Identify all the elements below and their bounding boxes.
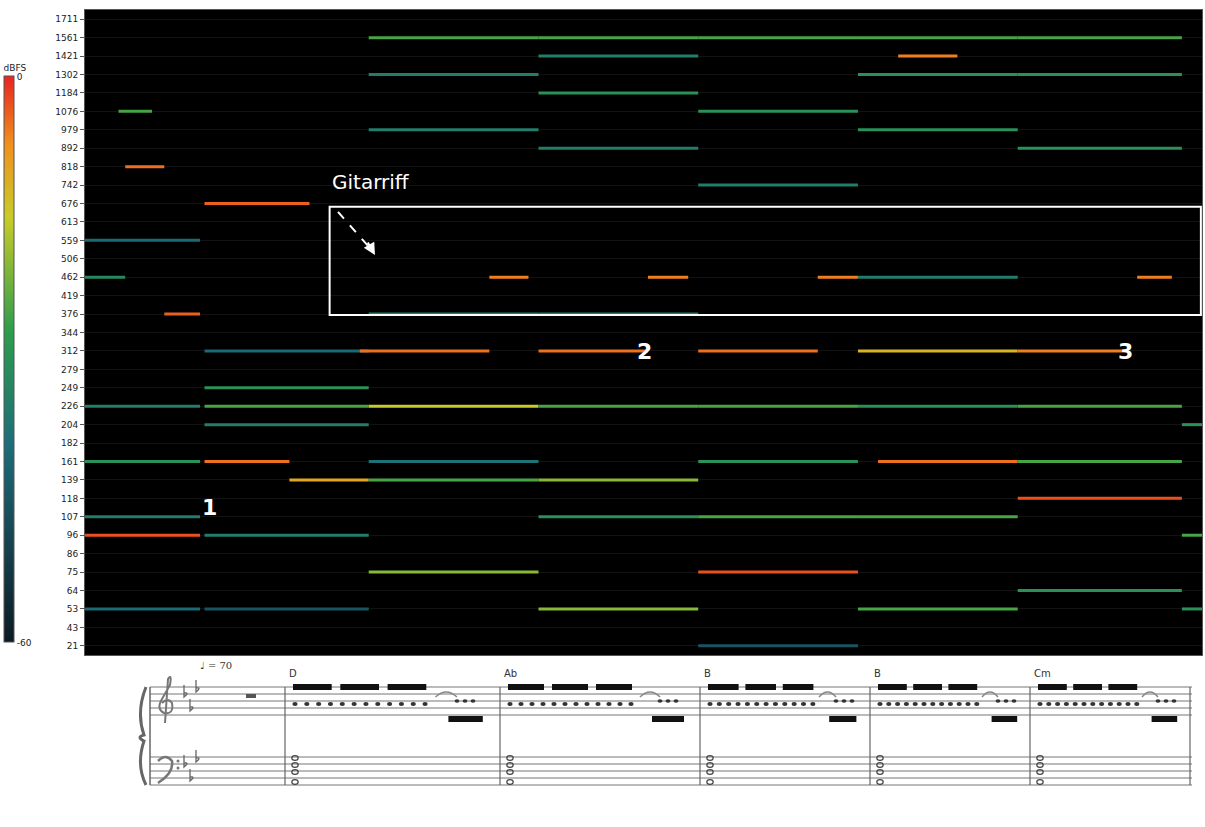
svg-text:818: 818 [61, 162, 78, 172]
svg-text:-60: -60 [17, 638, 32, 648]
svg-text:Ab: Ab [504, 668, 517, 679]
svg-text:204: 204 [61, 420, 78, 430]
svg-text:279: 279 [61, 365, 78, 375]
svg-text:1076: 1076 [55, 107, 78, 117]
svg-text:D: D [289, 668, 297, 679]
svg-text:43: 43 [67, 623, 78, 633]
svg-text:1561: 1561 [55, 33, 78, 43]
svg-text:161: 161 [61, 457, 78, 467]
svg-text:64: 64 [67, 586, 79, 596]
svg-text:979: 979 [61, 125, 78, 135]
svg-text:107: 107 [61, 512, 78, 522]
svg-text:1711: 1711 [55, 14, 78, 24]
svg-text:1302: 1302 [55, 70, 78, 80]
svg-text:2: 2 [637, 339, 652, 364]
svg-text:182: 182 [61, 438, 78, 448]
svg-text:462: 462 [61, 272, 78, 282]
svg-text:1421: 1421 [55, 51, 78, 61]
svg-text:B: B [874, 668, 881, 679]
svg-text:B: B [704, 668, 711, 679]
svg-text:0: 0 [17, 72, 23, 82]
svg-text:3: 3 [1118, 339, 1133, 364]
svg-text:344: 344 [61, 328, 78, 338]
svg-text:139: 139 [61, 475, 78, 485]
svg-text:676: 676 [61, 199, 78, 209]
svg-text:Gitarriff: Gitarriff [332, 170, 410, 194]
svg-text:dBFS: dBFS [4, 63, 27, 73]
svg-text:559: 559 [61, 236, 78, 246]
svg-text:419: 419 [61, 291, 78, 301]
svg-text:75: 75 [67, 567, 78, 577]
svg-text:1: 1 [202, 495, 217, 520]
svg-text:312: 312 [61, 346, 78, 356]
svg-text:86: 86 [67, 549, 79, 559]
svg-text:♩ = 70: ♩ = 70 [200, 660, 232, 671]
svg-text:226: 226 [61, 401, 78, 411]
svg-text:376: 376 [61, 309, 78, 319]
svg-text:892: 892 [61, 143, 78, 153]
svg-text:Cm: Cm [1034, 668, 1051, 679]
svg-text:249: 249 [61, 383, 78, 393]
svg-text:506: 506 [61, 254, 78, 264]
svg-text:1184: 1184 [55, 88, 78, 98]
svg-text:118: 118 [61, 494, 78, 504]
svg-text:742: 742 [61, 180, 78, 190]
svg-text:53: 53 [67, 604, 78, 614]
svg-text:613: 613 [61, 217, 78, 227]
svg-text:96: 96 [67, 530, 79, 540]
svg-text:21: 21 [67, 641, 78, 651]
